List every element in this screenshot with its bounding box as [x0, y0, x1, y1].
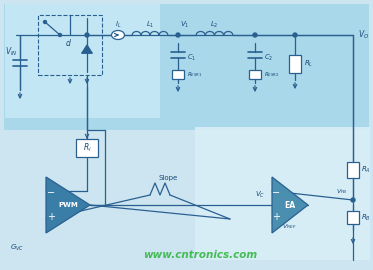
Text: −: − [272, 188, 280, 198]
Bar [347, 211, 359, 224]
Text: $V_{REF}$: $V_{REF}$ [282, 222, 297, 231]
Text: d: d [66, 39, 70, 48]
Bar [5, 4, 160, 118]
Bar [4, 4, 369, 130]
Text: $R_{ESR1}$: $R_{ESR1}$ [187, 70, 203, 79]
Text: $V_{IN}$: $V_{IN}$ [5, 46, 18, 58]
Text: $G_{VC}$: $G_{VC}$ [10, 243, 24, 253]
Text: $V_{FB}$: $V_{FB}$ [336, 188, 348, 197]
Circle shape [351, 198, 355, 202]
Bar [289, 55, 301, 73]
Text: +: + [47, 212, 55, 222]
Polygon shape [272, 177, 308, 233]
Text: $R_L$: $R_L$ [304, 59, 313, 69]
Circle shape [293, 33, 297, 37]
Bar [195, 127, 370, 260]
Text: +: + [272, 212, 280, 222]
Circle shape [59, 33, 62, 36]
Circle shape [44, 21, 47, 23]
Text: $V_1$: $V_1$ [180, 20, 189, 30]
Text: $L_2$: $L_2$ [210, 20, 219, 30]
Text: $L_1$: $L_1$ [146, 20, 154, 30]
Polygon shape [82, 45, 92, 53]
Text: $R_A$: $R_A$ [361, 165, 371, 175]
Text: $R_{ESR2}$: $R_{ESR2}$ [264, 70, 279, 79]
Text: $R_i$: $R_i$ [82, 142, 91, 154]
Polygon shape [46, 177, 90, 233]
Circle shape [85, 33, 89, 37]
Ellipse shape [112, 31, 125, 39]
Bar [249, 70, 261, 79]
Text: Slope: Slope [159, 175, 178, 181]
Text: $V_C$: $V_C$ [255, 190, 265, 200]
Text: $I_L$: $I_L$ [115, 20, 121, 30]
Circle shape [176, 33, 180, 37]
Bar [76, 139, 98, 157]
Text: $V_O$: $V_O$ [358, 29, 369, 41]
Bar [347, 162, 359, 178]
Text: www.cntronics.com: www.cntronics.com [143, 250, 257, 260]
Bar [172, 70, 184, 79]
Text: EA: EA [285, 201, 295, 210]
Text: PWM: PWM [58, 202, 78, 208]
Text: $C_2$: $C_2$ [264, 53, 273, 63]
Bar [38, 15, 102, 75]
Text: −: − [47, 188, 55, 198]
Text: $R_B$: $R_B$ [361, 212, 371, 222]
Circle shape [253, 33, 257, 37]
Text: $C_1$: $C_1$ [187, 53, 196, 63]
